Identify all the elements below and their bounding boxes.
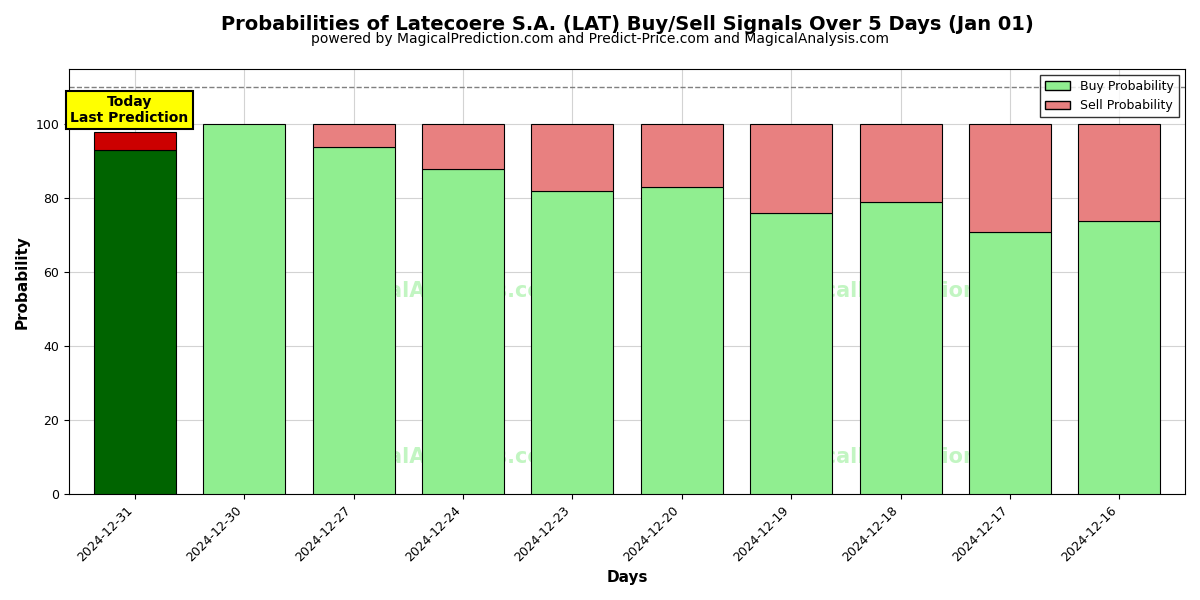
Bar [532, 191, 613, 494]
Bar [422, 169, 504, 494]
Text: MagicalAnalysis.com: MagicalAnalysis.com [319, 281, 563, 301]
Bar [750, 124, 832, 213]
Bar [641, 124, 722, 187]
Text: MagicalAnalysis.com: MagicalAnalysis.com [319, 448, 563, 467]
Bar [312, 124, 395, 146]
Bar [859, 202, 942, 494]
Bar [1079, 124, 1160, 221]
Bar [312, 146, 395, 494]
Title: Probabilities of Latecoere S.A. (LAT) Buy/Sell Signals Over 5 Days (Jan 01): Probabilities of Latecoere S.A. (LAT) Bu… [221, 15, 1033, 34]
Bar [750, 213, 832, 494]
Bar [422, 124, 504, 169]
Bar [859, 124, 942, 202]
Text: Today
Last Prediction: Today Last Prediction [70, 95, 188, 125]
Text: powered by MagicalPrediction.com and Predict-Price.com and MagicalAnalysis.com: powered by MagicalPrediction.com and Pre… [311, 32, 889, 46]
Y-axis label: Probability: Probability [16, 235, 30, 329]
Text: MagicalPrediction.com: MagicalPrediction.com [767, 448, 1034, 467]
Bar [968, 124, 1051, 232]
Bar [1079, 221, 1160, 494]
Bar [532, 124, 613, 191]
X-axis label: Days: Days [606, 570, 648, 585]
Text: MagicalPrediction.com: MagicalPrediction.com [767, 281, 1034, 301]
Bar [94, 132, 176, 150]
Legend: Buy Probability, Sell Probability: Buy Probability, Sell Probability [1040, 75, 1178, 118]
Bar [641, 187, 722, 494]
Bar [968, 232, 1051, 494]
Bar [94, 150, 176, 494]
Bar [203, 124, 286, 494]
